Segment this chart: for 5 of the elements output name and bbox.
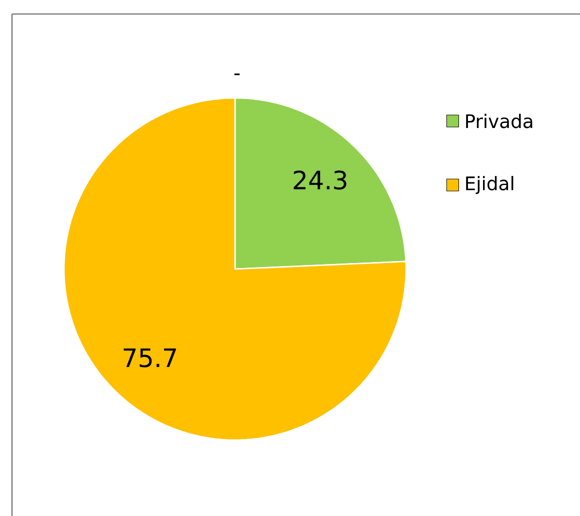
data-label: 24.3 (294, 170, 346, 190)
data-label: 75.7 (124, 348, 176, 368)
legend-label: Ejidal (466, 176, 514, 194)
legend-label: Privada (466, 114, 532, 128)
chart-title: - (234, 74, 240, 76)
